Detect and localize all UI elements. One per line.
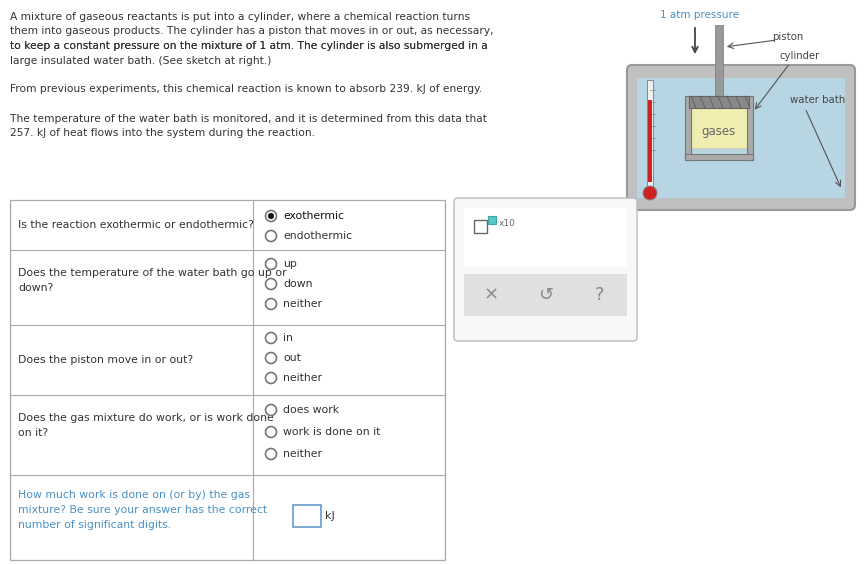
Text: neither: neither (283, 449, 322, 459)
Circle shape (266, 210, 277, 222)
Text: neither: neither (283, 373, 322, 383)
Text: down: down (283, 279, 312, 289)
Bar (10, 200, 445, 560)
Text: Does the piston move in or out?: Does the piston move in or out? (18, 355, 193, 365)
Bar (689, 96, 749, 108)
Circle shape (266, 298, 277, 310)
Text: kJ: kJ (325, 511, 335, 521)
Bar (474, 220, 487, 233)
Text: How much work is done on (or by) the gas: How much work is done on (or by) the gas (18, 490, 250, 500)
Circle shape (266, 426, 277, 438)
Text: A mixture of gaseous reactants is put into a cylinder, where a chemical reaction: A mixture of gaseous reactants is put in… (10, 12, 470, 22)
Circle shape (266, 372, 277, 384)
Text: ?: ? (595, 286, 605, 304)
Text: work is done on it: work is done on it (283, 427, 381, 437)
Text: out: out (283, 353, 301, 363)
Circle shape (266, 404, 277, 416)
Bar (685, 96, 691, 160)
Text: Does the gas mixture do work, or is work done: Does the gas mixture do work, or is work… (18, 413, 273, 423)
Circle shape (266, 352, 277, 364)
Text: to keep a constant pressure on the mixture of 1 atm. The cylinder is also submer: to keep a constant pressure on the mixtu… (10, 41, 488, 51)
Text: down?: down? (18, 283, 54, 293)
Bar (488, 216, 496, 224)
Bar (715, 25, 723, 96)
Bar (293, 505, 321, 527)
Bar (464, 208, 627, 266)
Circle shape (266, 279, 277, 289)
Text: to keep a constant pressure on the mixture of 1 atm. The cylinder is also submer: to keep a constant pressure on the mixtu… (10, 41, 488, 51)
Text: 1 atm pressure: 1 atm pressure (660, 10, 739, 20)
Text: large insulated water bath. (See sketch at right.): large insulated water bath. (See sketch … (10, 55, 272, 65)
Circle shape (268, 213, 273, 219)
Text: mixture? Be sure your answer has the correct: mixture? Be sure your answer has the cor… (18, 505, 267, 515)
Bar (747, 96, 753, 160)
Text: 257. kJ of heat flows into the system during the reaction.: 257. kJ of heat flows into the system du… (10, 128, 315, 138)
Text: exothermic: exothermic (283, 211, 344, 221)
Text: cylinder: cylinder (780, 51, 820, 61)
Bar (648, 100, 652, 182)
Text: ×: × (484, 286, 499, 304)
Text: Is the reaction exothermic or endothermic?: Is the reaction exothermic or endothermi… (18, 220, 253, 230)
Text: The temperature of the water bath is monitored, and it is determined from this d: The temperature of the water bath is mon… (10, 113, 487, 124)
Circle shape (266, 448, 277, 460)
Bar (637, 78, 845, 198)
Text: water bath: water bath (790, 95, 845, 105)
Circle shape (643, 186, 657, 200)
Bar (647, 80, 653, 187)
Bar (464, 274, 627, 316)
Text: From previous experiments, this chemical reaction is known to absorb 239. kJ of : From previous experiments, this chemical… (10, 85, 483, 95)
Text: up: up (283, 259, 297, 269)
Text: piston: piston (772, 32, 804, 42)
Text: on it?: on it? (18, 428, 48, 438)
Text: gases: gases (702, 125, 736, 138)
Text: neither: neither (283, 299, 322, 309)
FancyBboxPatch shape (454, 198, 637, 341)
Text: Does the temperature of the water bath go up or: Does the temperature of the water bath g… (18, 268, 286, 278)
Text: ↺: ↺ (538, 286, 553, 304)
Text: in: in (283, 333, 293, 343)
Bar (691, 100, 747, 148)
Text: them into gaseous products. The cylinder has a piston that moves in or out, as n: them into gaseous products. The cylinder… (10, 27, 494, 37)
Text: x10: x10 (499, 218, 516, 227)
FancyBboxPatch shape (627, 65, 855, 210)
Text: number of significant digits.: number of significant digits. (18, 520, 171, 530)
Circle shape (266, 231, 277, 241)
Circle shape (266, 258, 277, 270)
Circle shape (266, 333, 277, 343)
Bar (685, 154, 753, 160)
Text: endothermic: endothermic (283, 231, 352, 241)
Text: does work: does work (283, 405, 339, 415)
